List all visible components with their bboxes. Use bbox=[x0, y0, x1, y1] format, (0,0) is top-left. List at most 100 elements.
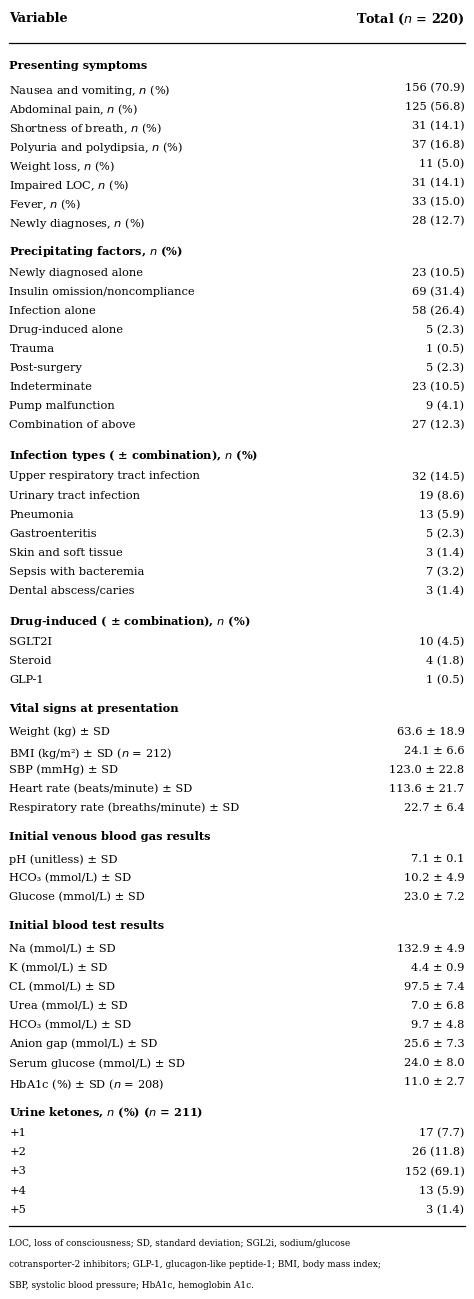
Text: Impaired LOC, $\mathit{n}$ (%): Impaired LOC, $\mathit{n}$ (%) bbox=[9, 178, 130, 194]
Text: 63.6 ± 18.9: 63.6 ± 18.9 bbox=[397, 726, 465, 737]
Text: 1 (0.5): 1 (0.5) bbox=[427, 675, 465, 686]
Text: 33 (15.0): 33 (15.0) bbox=[412, 197, 465, 208]
Text: 9.7 ± 4.8: 9.7 ± 4.8 bbox=[411, 1020, 465, 1030]
Text: 7.0 ± 6.8: 7.0 ± 6.8 bbox=[411, 1000, 465, 1011]
Text: Urine ketones, $\mathit{n}$ (%) ($\mathit{n}$ = 211): Urine ketones, $\mathit{n}$ (%) ($\mathi… bbox=[9, 1105, 204, 1120]
Text: Nausea and vomiting, $\mathit{n}$ (%): Nausea and vomiting, $\mathit{n}$ (%) bbox=[9, 83, 171, 97]
Text: Steroid: Steroid bbox=[9, 656, 52, 666]
Text: +5: +5 bbox=[9, 1204, 27, 1215]
Text: 11.0 ± 2.7: 11.0 ± 2.7 bbox=[404, 1077, 465, 1087]
Text: +1: +1 bbox=[9, 1129, 27, 1138]
Text: 132.9 ± 4.9: 132.9 ± 4.9 bbox=[397, 943, 465, 953]
Text: 69 (31.4): 69 (31.4) bbox=[412, 287, 465, 297]
Text: 27 (12.3): 27 (12.3) bbox=[412, 420, 465, 430]
Text: Vital signs at presentation: Vital signs at presentation bbox=[9, 703, 179, 714]
Text: 7.1 ± 0.1: 7.1 ± 0.1 bbox=[411, 855, 465, 864]
Text: pH (unitless) ± SD: pH (unitless) ± SD bbox=[9, 855, 118, 865]
Text: 5 (2.3): 5 (2.3) bbox=[427, 362, 465, 373]
Text: 4.4 ± 0.9: 4.4 ± 0.9 bbox=[411, 963, 465, 973]
Text: Combination of above: Combination of above bbox=[9, 420, 136, 430]
Text: 13 (5.9): 13 (5.9) bbox=[419, 1186, 465, 1196]
Text: 97.5 ± 7.4: 97.5 ± 7.4 bbox=[404, 982, 465, 991]
Text: Upper respiratory tract infection: Upper respiratory tract infection bbox=[9, 472, 201, 482]
Text: Post-surgery: Post-surgery bbox=[9, 362, 82, 373]
Text: Weight loss, $\mathit{n}$ (%): Weight loss, $\mathit{n}$ (%) bbox=[9, 160, 115, 174]
Text: Newly diagnosed alone: Newly diagnosed alone bbox=[9, 268, 144, 278]
Text: 7 (3.2): 7 (3.2) bbox=[427, 566, 465, 577]
Text: 23 (10.5): 23 (10.5) bbox=[412, 268, 465, 278]
Text: +4: +4 bbox=[9, 1186, 27, 1195]
Text: Na (mmol/L) ± SD: Na (mmol/L) ± SD bbox=[9, 943, 116, 953]
Text: 58 (26.4): 58 (26.4) bbox=[412, 305, 465, 316]
Text: 31 (14.1): 31 (14.1) bbox=[412, 178, 465, 188]
Text: 24.0 ± 8.0: 24.0 ± 8.0 bbox=[404, 1057, 465, 1068]
Text: GLP-1: GLP-1 bbox=[9, 675, 44, 686]
Text: 31 (14.1): 31 (14.1) bbox=[412, 121, 465, 131]
Text: 3 (1.4): 3 (1.4) bbox=[427, 548, 465, 559]
Text: Respiratory rate (breaths/minute) ± SD: Respiratory rate (breaths/minute) ± SD bbox=[9, 803, 240, 813]
Text: 5 (2.3): 5 (2.3) bbox=[427, 529, 465, 539]
Text: Infection types ( ± combination), $\mathit{n}$ (%): Infection types ( ± combination), $\math… bbox=[9, 448, 259, 464]
Text: 9 (4.1): 9 (4.1) bbox=[427, 401, 465, 412]
Text: 10 (4.5): 10 (4.5) bbox=[419, 637, 465, 647]
Text: Skin and soft tissue: Skin and soft tissue bbox=[9, 548, 123, 557]
Text: 37 (16.8): 37 (16.8) bbox=[412, 140, 465, 151]
Text: 23.0 ± 7.2: 23.0 ± 7.2 bbox=[404, 892, 465, 903]
Text: Infection alone: Infection alone bbox=[9, 305, 96, 316]
Text: Presenting symptoms: Presenting symptoms bbox=[9, 60, 148, 70]
Text: Shortness of breath, $\mathit{n}$ (%): Shortness of breath, $\mathit{n}$ (%) bbox=[9, 121, 163, 135]
Text: Sepsis with bacteremia: Sepsis with bacteremia bbox=[9, 566, 145, 577]
Text: 3 (1.4): 3 (1.4) bbox=[427, 1204, 465, 1215]
Text: Drug-induced alone: Drug-induced alone bbox=[9, 325, 124, 335]
Text: 125 (56.8): 125 (56.8) bbox=[405, 101, 465, 112]
Text: Trauma: Trauma bbox=[9, 344, 55, 353]
Text: Urinary tract infection: Urinary tract infection bbox=[9, 491, 140, 500]
Text: Glucose (mmol/L) ± SD: Glucose (mmol/L) ± SD bbox=[9, 892, 145, 903]
Text: Gastroenteritis: Gastroenteritis bbox=[9, 529, 97, 539]
Text: HCO₃ (mmol/L) ± SD: HCO₃ (mmol/L) ± SD bbox=[9, 873, 132, 883]
Text: Heart rate (beats/minute) ± SD: Heart rate (beats/minute) ± SD bbox=[9, 783, 193, 794]
Text: HbA1c (%) ± SD ($\mathit{n}$ = 208): HbA1c (%) ± SD ($\mathit{n}$ = 208) bbox=[9, 1077, 165, 1091]
Text: +2: +2 bbox=[9, 1147, 27, 1157]
Text: 28 (12.7): 28 (12.7) bbox=[412, 217, 465, 226]
Text: 24.1 ± 6.6: 24.1 ± 6.6 bbox=[404, 746, 465, 756]
Text: CL (mmol/L) ± SD: CL (mmol/L) ± SD bbox=[9, 982, 116, 992]
Text: 26 (11.8): 26 (11.8) bbox=[412, 1147, 465, 1157]
Text: 152 (69.1): 152 (69.1) bbox=[405, 1167, 465, 1177]
Text: Abdominal pain, $\mathit{n}$ (%): Abdominal pain, $\mathit{n}$ (%) bbox=[9, 101, 139, 117]
Text: Initial venous blood gas results: Initial venous blood gas results bbox=[9, 831, 211, 842]
Text: Pump malfunction: Pump malfunction bbox=[9, 401, 115, 410]
Text: Initial blood test results: Initial blood test results bbox=[9, 921, 164, 931]
Text: 32 (14.5): 32 (14.5) bbox=[412, 472, 465, 482]
Text: BMI (kg/m²) ± SD ($\mathit{n}$ = 212): BMI (kg/m²) ± SD ($\mathit{n}$ = 212) bbox=[9, 746, 173, 761]
Text: Indeterminate: Indeterminate bbox=[9, 382, 92, 392]
Text: 1 (0.5): 1 (0.5) bbox=[427, 344, 465, 355]
Text: Serum glucose (mmol/L) ± SD: Serum glucose (mmol/L) ± SD bbox=[9, 1057, 185, 1069]
Text: Fever, $\mathit{n}$ (%): Fever, $\mathit{n}$ (%) bbox=[9, 197, 82, 212]
Text: 3 (1.4): 3 (1.4) bbox=[427, 586, 465, 596]
Text: 123.0 ± 22.8: 123.0 ± 22.8 bbox=[390, 765, 465, 774]
Text: Drug-induced ( ± combination), $\mathit{n}$ (%): Drug-induced ( ± combination), $\mathit{… bbox=[9, 614, 251, 629]
Text: Urea (mmol/L) ± SD: Urea (mmol/L) ± SD bbox=[9, 1000, 128, 1011]
Text: 19 (8.6): 19 (8.6) bbox=[419, 491, 465, 501]
Text: 10.2 ± 4.9: 10.2 ± 4.9 bbox=[404, 873, 465, 883]
Text: Precipitating factors, $\mathit{n}$ (%): Precipitating factors, $\mathit{n}$ (%) bbox=[9, 244, 183, 260]
Text: 11 (5.0): 11 (5.0) bbox=[419, 160, 465, 169]
Text: 113.6 ± 21.7: 113.6 ± 21.7 bbox=[390, 783, 465, 794]
Text: 23 (10.5): 23 (10.5) bbox=[412, 382, 465, 392]
Text: 4 (1.8): 4 (1.8) bbox=[427, 656, 465, 666]
Text: Pneumonia: Pneumonia bbox=[9, 509, 74, 520]
Text: +3: +3 bbox=[9, 1167, 27, 1177]
Text: Weight (kg) ± SD: Weight (kg) ± SD bbox=[9, 726, 110, 737]
Text: Total ($\mathit{n}$ = 220): Total ($\mathit{n}$ = 220) bbox=[356, 12, 465, 27]
Text: 25.6 ± 7.3: 25.6 ± 7.3 bbox=[404, 1039, 465, 1048]
Text: cotransporter-2 inhibitors; GLP-1, glucagon-like peptide-1; BMI, body mass index: cotransporter-2 inhibitors; GLP-1, gluca… bbox=[9, 1260, 382, 1269]
Text: 13 (5.9): 13 (5.9) bbox=[419, 509, 465, 520]
Text: LOC, loss of consciousness; SD, standard deviation; SGL2i, sodium/glucose: LOC, loss of consciousness; SD, standard… bbox=[9, 1239, 351, 1248]
Text: SGLT2I: SGLT2I bbox=[9, 637, 53, 647]
Text: 156 (70.9): 156 (70.9) bbox=[405, 83, 465, 94]
Text: HCO₃ (mmol/L) ± SD: HCO₃ (mmol/L) ± SD bbox=[9, 1020, 132, 1030]
Text: SBP, systolic blood pressure; HbA1c, hemoglobin A1c.: SBP, systolic blood pressure; HbA1c, hem… bbox=[9, 1281, 255, 1290]
Text: Insulin omission/noncompliance: Insulin omission/noncompliance bbox=[9, 287, 195, 296]
Text: Variable: Variable bbox=[9, 12, 68, 25]
